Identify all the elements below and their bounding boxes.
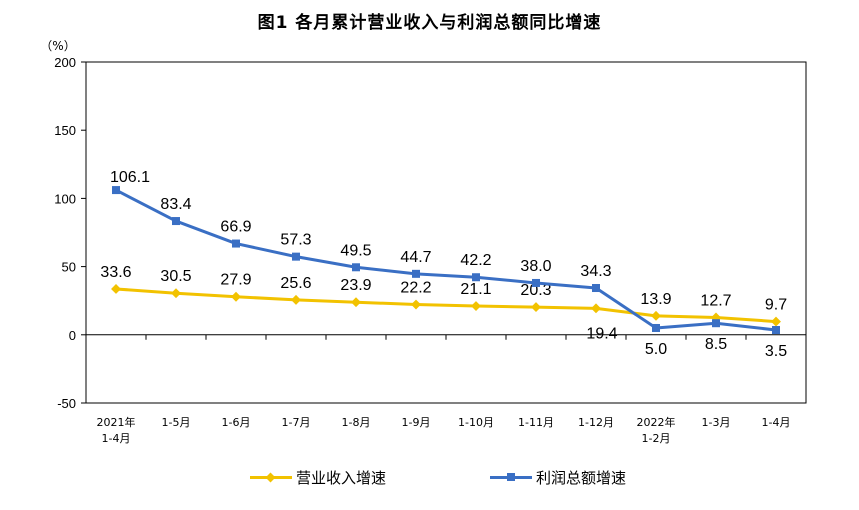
data-point-profit — [652, 323, 660, 332]
x-tick-label: 1-6月 — [222, 416, 251, 429]
x-tick-label: 1-11月 — [518, 416, 554, 429]
data-point-profit — [592, 284, 600, 293]
data-point-profit — [172, 217, 180, 226]
data-point-profit — [772, 326, 780, 335]
legend-item-profit: 利润总额增速 — [490, 462, 626, 492]
data-label-profit: 83.4 — [160, 196, 191, 213]
data-point-revenue — [591, 303, 601, 314]
data-label-revenue: 33.6 — [100, 264, 131, 281]
data-point-revenue — [411, 299, 421, 310]
data-point-revenue — [471, 301, 481, 311]
data-point-profit — [352, 263, 360, 272]
data-label-profit: 49.5 — [340, 242, 371, 259]
legend-marker-diamond — [265, 472, 276, 482]
data-label-revenue: 25.6 — [280, 275, 311, 292]
series-line-revenue — [115, 287, 777, 324]
x-tick-label: 1-3月 — [702, 416, 731, 429]
x-tick-label: 2022年 — [637, 415, 676, 429]
data-point-revenue — [171, 288, 181, 299]
data-label-revenue: 30.5 — [160, 268, 191, 285]
data-label-revenue: 12.7 — [700, 292, 731, 309]
y-axis-label: （%） — [40, 39, 75, 53]
x-tick-label: 1-10月 — [458, 416, 494, 429]
data-label-revenue: 19.4 — [586, 325, 617, 342]
data-label-revenue: 22.2 — [400, 280, 431, 297]
chart-title: 图1 各月累计营业收入与利润总额同比增速 — [257, 13, 602, 33]
x-tick-label: 1-4月 — [762, 416, 791, 429]
data-label-revenue: 9.7 — [765, 297, 787, 314]
x-tick-label: 1-5月 — [162, 416, 191, 429]
data-label-revenue: 13.9 — [640, 291, 671, 308]
legend: 营业收入增速 利润总额增速 — [0, 462, 859, 492]
data-point-profit — [712, 319, 720, 328]
legend-label-revenue: 营业收入增速 — [296, 468, 387, 487]
data-label-profit: 106.1 — [110, 169, 150, 186]
data-point-profit — [472, 273, 480, 282]
data-point-revenue — [651, 310, 661, 321]
data-point-profit — [412, 269, 420, 278]
data-point-revenue — [771, 316, 781, 327]
data-label-profit: 38.0 — [520, 258, 551, 275]
y-tick-label: 100 — [54, 191, 76, 206]
x-tick-label: 1-4月 — [102, 432, 131, 445]
data-point-revenue — [291, 294, 301, 305]
data-label-revenue: 23.9 — [340, 277, 371, 294]
x-tick-label: 1-2月 — [642, 432, 671, 445]
data-label-revenue: 21.1 — [460, 281, 491, 298]
data-label-profit: 34.3 — [580, 263, 611, 280]
y-tick-label: 0 — [69, 328, 76, 343]
plot-border — [85, 61, 807, 404]
legend-line-revenue — [250, 472, 292, 482]
data-label-profit: 3.5 — [765, 343, 787, 360]
data-point-revenue — [231, 291, 241, 302]
data-point-revenue — [531, 302, 541, 313]
y-tick-label: 150 — [54, 123, 76, 138]
data-point-profit — [532, 278, 540, 287]
data-label-profit: 44.7 — [400, 249, 431, 266]
legend-label-profit: 利润总额增速 — [536, 468, 627, 487]
data-point-revenue — [351, 297, 361, 308]
x-tick-label: 1-12月 — [578, 416, 614, 429]
data-label-profit: 8.5 — [705, 336, 727, 353]
x-tick-label: 1-8月 — [342, 416, 371, 429]
legend-line-profit — [490, 472, 532, 481]
data-point-profit — [292, 252, 300, 261]
x-tick-label: 1-7月 — [282, 416, 311, 429]
legend-marker-square — [507, 472, 515, 481]
data-point-revenue — [111, 284, 121, 294]
data-point-profit — [232, 239, 240, 248]
data-label-profit: 42.2 — [460, 252, 491, 269]
y-tick-label: -50 — [57, 396, 76, 411]
data-label-revenue: 20.3 — [520, 282, 551, 299]
data-label-revenue: 27.9 — [220, 272, 251, 289]
legend-item-revenue: 营业收入增速 — [250, 462, 386, 492]
data-label-profit: 66.9 — [220, 219, 251, 236]
data-point-profit — [112, 186, 120, 195]
x-tick-label: 2021年 — [97, 415, 136, 429]
data-label-profit: 5.0 — [645, 341, 667, 358]
x-tick-label: 1-9月 — [402, 416, 431, 429]
y-tick-label: 50 — [62, 260, 76, 275]
series-line-profit — [115, 188, 777, 332]
y-tick-label: 200 — [54, 55, 76, 70]
data-label-profit: 57.3 — [280, 232, 311, 249]
